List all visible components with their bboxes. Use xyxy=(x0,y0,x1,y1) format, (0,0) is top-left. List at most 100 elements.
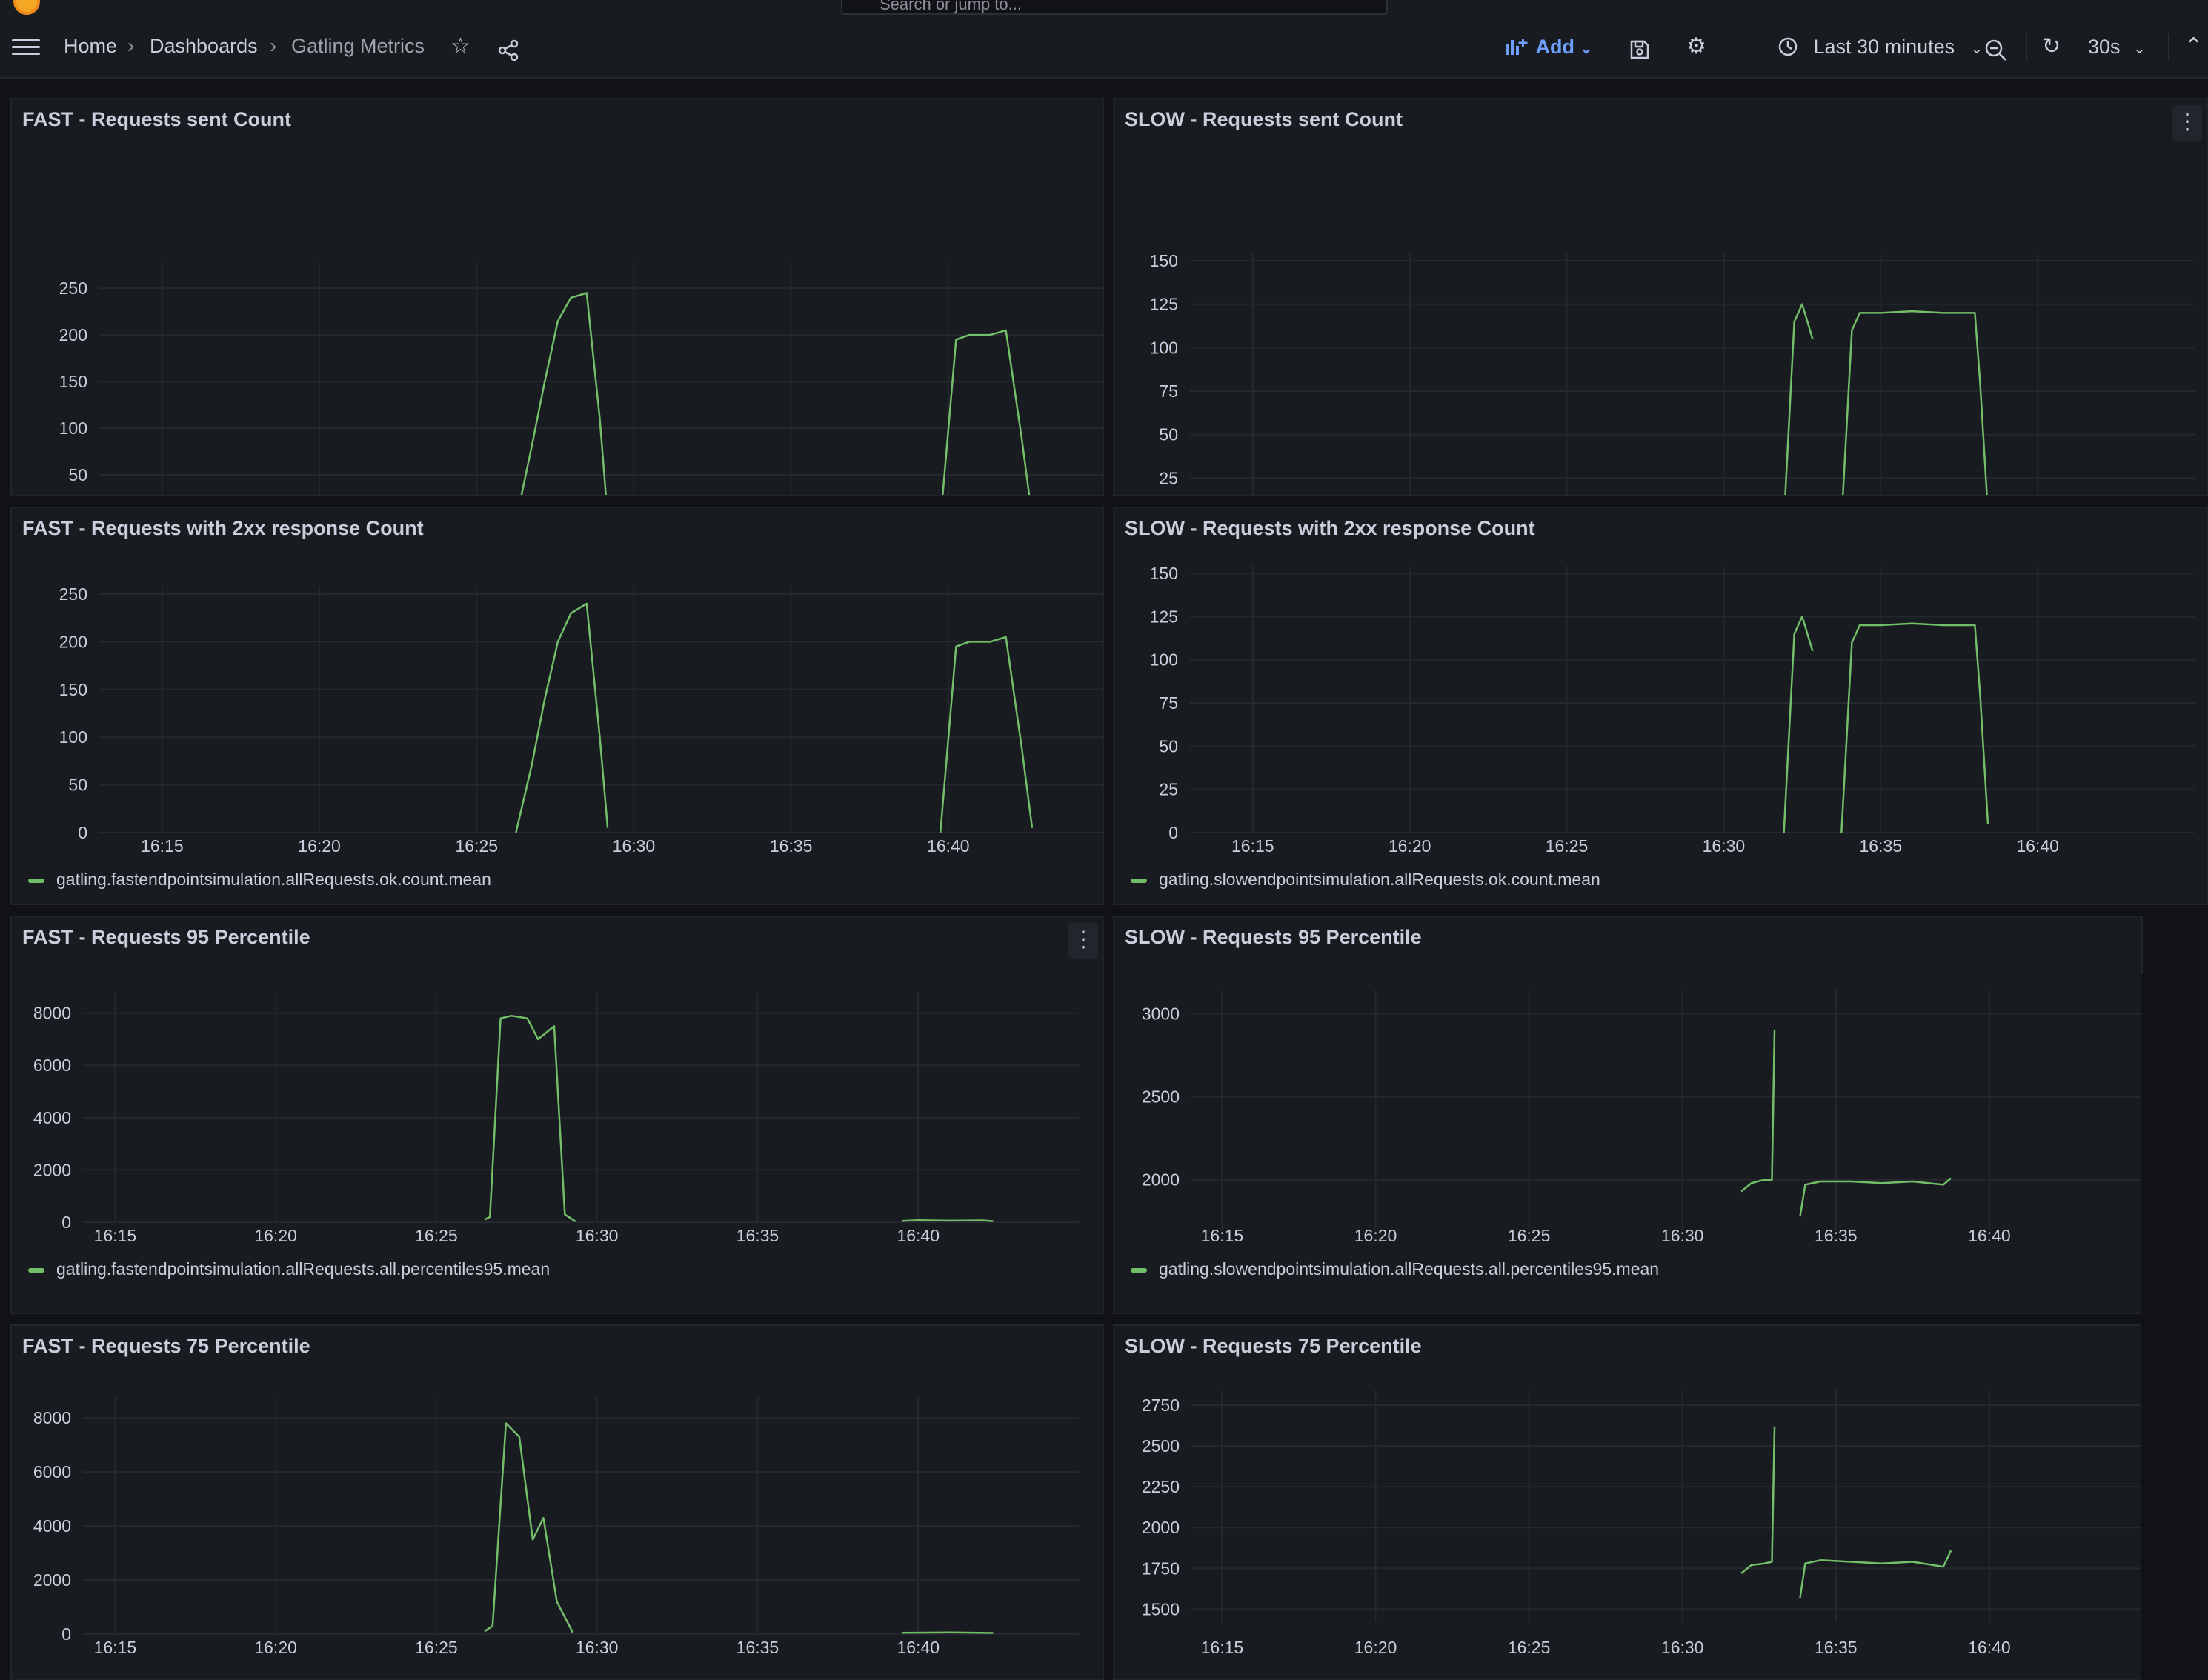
grafana-logo[interactable] xyxy=(13,0,40,15)
hamburger-icon[interactable] xyxy=(12,39,40,56)
y-tick-label: 150 xyxy=(1150,564,1178,583)
panel-title[interactable]: FAST - Requests sent Count xyxy=(22,108,292,130)
kebab-icon[interactable]: ⋮ xyxy=(2172,105,2202,141)
x-tick-label: 16:15 xyxy=(1201,1226,1244,1245)
y-tick-label: 4000 xyxy=(33,1108,71,1127)
time-range-picker[interactable]: Last 30 minutes ⌄ xyxy=(1777,36,1983,59)
y-tick-label: 25 xyxy=(1159,468,1178,487)
save-icon[interactable] xyxy=(1629,39,1651,61)
breadcrumb-current: Gatling Metrics xyxy=(291,35,425,57)
series-line xyxy=(515,602,609,833)
panel-5[interactable]: FAST - Requests 95 Percentile ⋮ 0 2000 4000 6… xyxy=(10,916,1104,1314)
panel-8[interactable]: SLOW - Requests 75 Percentile 1500 1750 200… xyxy=(1113,1324,2143,1680)
y-tick-label: 6000 xyxy=(33,1056,71,1075)
series-line xyxy=(484,1014,576,1222)
gear-icon[interactable]: ⚙ xyxy=(1686,34,1706,59)
time-series-chart[interactable]: 2000 2500 3000 16:15 16:20 16:25 16:30 16:35 16:… xyxy=(1114,917,2143,1314)
refresh-interval-picker[interactable]: 30s ⌄ xyxy=(2088,36,2146,59)
y-tick-label: 100 xyxy=(59,419,87,438)
series-line xyxy=(1799,1550,1952,1599)
x-tick-label: 16:20 xyxy=(254,1226,297,1245)
legend-swatch xyxy=(1131,878,1147,883)
panel-1[interactable]: FAST - Requests sent Count05010015020025… xyxy=(10,98,1104,496)
panel-title[interactable]: SLOW - Requests with 2xx response Count xyxy=(1125,517,1535,539)
panel-4[interactable]: SLOW - Requests with 2xx response Count 0… xyxy=(1113,507,2208,905)
y-tick-label: 150 xyxy=(59,372,87,391)
y-tick-label: 25 xyxy=(1159,780,1178,799)
panel-title[interactable]: SLOW - Requests sent Count xyxy=(1125,108,1403,130)
panel-2[interactable]: SLOW - Requests sent Count⋮0255075100125… xyxy=(1113,98,2208,496)
breadcrumb-dashboards[interactable]: Dashboards xyxy=(150,35,258,57)
x-tick-label: 16:40 xyxy=(897,1226,940,1245)
time-series-chart[interactable]: 0 2000 4000 6000 8000 16:15 16:20 16:25 16:30 16:… xyxy=(12,1326,1104,1680)
chevron-up-icon[interactable]: ⌃ xyxy=(2184,34,2204,59)
legend-item[interactable]: gatling.slowendpointsimulation.allReques… xyxy=(1131,1259,1659,1279)
panel-title[interactable]: SLOW - Requests 95 Percentile xyxy=(1125,926,1422,948)
zoom-out-icon[interactable] xyxy=(1984,39,2008,62)
time-series-chart[interactable]: 05010015020025016:1516:2016:2516:3016:35… xyxy=(12,99,1104,496)
x-tick-label: 16:30 xyxy=(1661,1638,1704,1657)
star-icon[interactable]: ☆ xyxy=(450,34,470,59)
x-tick-label: 16:25 xyxy=(1508,1638,1551,1657)
panel-title[interactable]: SLOW - Requests 75 Percentile xyxy=(1125,1335,1422,1357)
panel-3[interactable]: FAST - Requests with 2xx response Count 0… xyxy=(10,507,1104,905)
y-tick-label: 150 xyxy=(1150,251,1178,270)
x-tick-label: 16:15 xyxy=(1231,836,1274,856)
search-input[interactable]: Search or jump to... xyxy=(841,0,1388,15)
y-tick-label: 8000 xyxy=(33,1408,71,1427)
refresh-interval-label: 30s xyxy=(2088,36,2121,58)
x-tick-label: 16:30 xyxy=(576,1226,619,1245)
x-tick-label: 16:25 xyxy=(455,836,498,856)
x-tick-label: 16:40 xyxy=(927,836,970,856)
time-range-label: Last 30 minutes xyxy=(1813,36,1955,58)
breadcrumb-home[interactable]: Home xyxy=(64,35,118,57)
x-tick-label: 16:40 xyxy=(897,1638,940,1657)
legend-item[interactable]: gatling.fastendpointsimulation.allReques… xyxy=(28,1259,550,1279)
page-edge xyxy=(2141,974,2208,1680)
divider xyxy=(2026,34,2027,61)
y-tick-label: 2750 xyxy=(1142,1396,1180,1415)
y-tick-label: 50 xyxy=(68,465,87,484)
refresh-icon[interactable]: ↻ xyxy=(2042,34,2061,59)
add-button[interactable]: Add ⌄ xyxy=(1504,36,1592,59)
panel-7[interactable]: FAST - Requests 75 Percentile 0 2000 4000 60… xyxy=(10,1324,1104,1680)
y-tick-label: 1750 xyxy=(1142,1559,1180,1578)
x-tick-label: 16:40 xyxy=(1968,1638,2011,1657)
panel-title[interactable]: FAST - Requests 75 Percentile xyxy=(22,1335,310,1357)
kebab-icon[interactable]: ⋮ xyxy=(1068,923,1098,959)
y-tick-label: 1500 xyxy=(1142,1599,1180,1619)
x-tick-label: 16:35 xyxy=(1815,1226,1858,1245)
x-tick-label: 16:15 xyxy=(94,1638,137,1657)
series-line xyxy=(1783,616,1814,833)
time-series-chart[interactable]: 0 2000 4000 6000 8000 16:15 16:20 16:25 16:30 16:… xyxy=(12,917,1104,1314)
y-tick-label: 50 xyxy=(1159,736,1178,756)
panel-6[interactable]: SLOW - Requests 95 Percentile 2000 2500 300… xyxy=(1113,916,2143,1314)
x-tick-label: 16:20 xyxy=(1354,1226,1397,1245)
x-tick-label: 16:35 xyxy=(736,1638,779,1657)
y-tick-label: 50 xyxy=(68,776,87,795)
legend-swatch xyxy=(28,1267,44,1273)
x-tick-label: 16:20 xyxy=(254,1638,297,1657)
time-series-chart[interactable]: 1500 1750 2000 2250 2500 2750 16:15 16:20 16:25 1… xyxy=(1114,1326,2143,1680)
legend-item[interactable]: gatling.fastendpointsimulation.allReques… xyxy=(28,870,491,890)
y-tick-label: 2000 xyxy=(1142,1518,1180,1537)
y-tick-label: 2000 xyxy=(1142,1170,1180,1190)
x-tick-label: 16:15 xyxy=(141,836,184,856)
panel-title[interactable]: FAST - Requests with 2xx response Count xyxy=(22,517,424,539)
share-icon[interactable] xyxy=(496,39,520,62)
y-tick-label: 0 xyxy=(78,823,87,842)
legend-item[interactable]: gatling.slowendpointsimulation.allReques… xyxy=(1131,870,1600,890)
x-tick-label: 16:35 xyxy=(1859,836,1902,856)
series-line xyxy=(520,292,607,495)
panel-title[interactable]: FAST - Requests 95 Percentile xyxy=(22,926,310,948)
x-tick-label: 16:30 xyxy=(1703,836,1746,856)
time-series-chart[interactable]: 025507510012515016:1516:2016:2516:3016:3… xyxy=(1114,99,2208,496)
x-tick-label: 16:15 xyxy=(94,1226,137,1245)
legend-label: gatling.fastendpointsimulation.allReques… xyxy=(56,870,491,889)
x-tick-label: 16:20 xyxy=(1389,836,1431,856)
x-tick-label: 16:35 xyxy=(770,836,813,856)
chevron-down-icon: ⌄ xyxy=(1970,41,1983,57)
chevron-down-icon: ⌄ xyxy=(1580,41,1593,57)
